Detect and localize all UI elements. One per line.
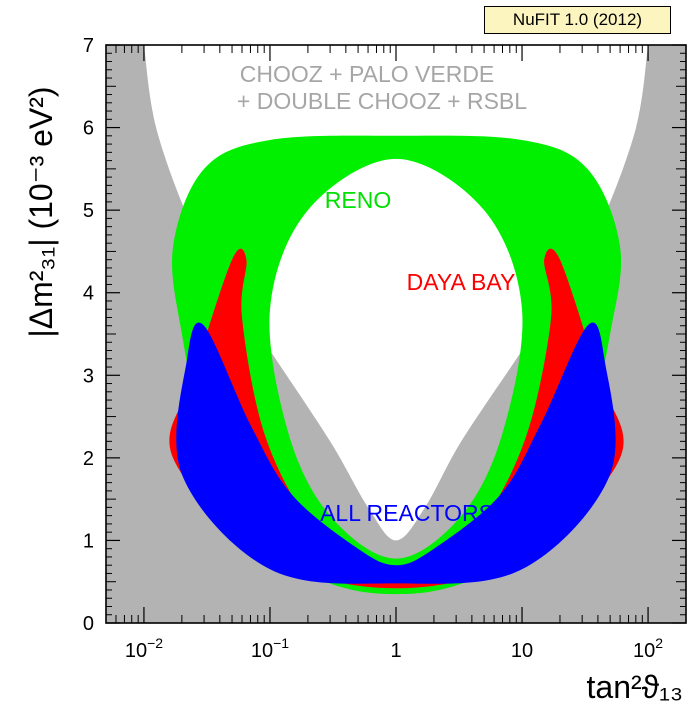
x-tick-label: 1 (390, 640, 401, 662)
y-tick-label: 3 (83, 365, 94, 387)
region-all-reactors (176, 322, 616, 584)
x-tick-label: 10−1 (251, 635, 289, 662)
axis-ticks (105, 44, 687, 624)
axis-tick-labels: 0 1 2 3 4 5 6 7 10−2 10−1 1 10 102 (83, 35, 663, 662)
y-tick-label: 6 (83, 118, 94, 140)
contour-regions (106, 45, 686, 623)
x-axis-title: tan²ϑ₁₃ (587, 669, 683, 705)
label-chooz-line1: CHOOZ + PALO VERDE (240, 61, 495, 87)
label-all-reactors: ALL REACTORS (320, 500, 494, 526)
x-tick-label: 10 (511, 640, 533, 662)
y-tick-label: 0 (83, 613, 94, 635)
label-chooz-line2: + DOUBLE CHOOZ + RSBL (237, 88, 527, 114)
label-reno: RENO (325, 187, 391, 213)
y-tick-label: 7 (83, 35, 94, 57)
y-tick-label: 4 (83, 283, 94, 305)
label-daya-bay: DAYA BAY (407, 269, 516, 295)
region-labels: CHOOZ + PALO VERDE+ DOUBLE CHOOZ + RSBL R… (237, 61, 527, 526)
axis-titles: tan²ϑ₁₃ |Δm²₃₁| (10⁻³ eV²) (23, 86, 683, 705)
x-tick-label: 10−2 (125, 635, 163, 662)
x-tick-label: 102 (633, 635, 663, 662)
y-tick-label: 1 (83, 530, 94, 552)
y-axis-title: |Δm²₃₁| (10⁻³ eV²) (23, 86, 59, 337)
y-tick-label: 2 (83, 448, 94, 470)
nufit-version-badge: NuFIT 1.0 (2012) (484, 6, 671, 34)
y-tick-label: 5 (83, 200, 94, 222)
